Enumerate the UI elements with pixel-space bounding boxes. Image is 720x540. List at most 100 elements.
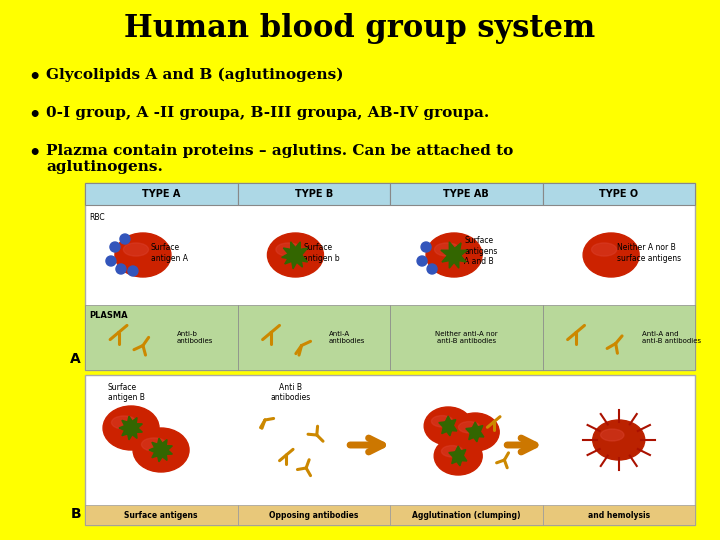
Text: Plazma contain proteins – aglutins. Can be attached to
aglutinogens.: Plazma contain proteins – aglutins. Can … xyxy=(46,144,513,174)
Polygon shape xyxy=(445,420,456,430)
Polygon shape xyxy=(456,451,467,461)
Polygon shape xyxy=(127,417,137,430)
Polygon shape xyxy=(452,250,467,260)
Bar xyxy=(390,505,542,525)
Polygon shape xyxy=(449,242,459,256)
Polygon shape xyxy=(441,250,456,260)
Polygon shape xyxy=(156,438,166,451)
Ellipse shape xyxy=(115,233,171,277)
Polygon shape xyxy=(442,251,456,262)
Bar xyxy=(85,305,238,370)
Ellipse shape xyxy=(583,233,639,277)
Text: Glycolipids A and B (aglutinogens): Glycolipids A and B (aglutinogens) xyxy=(46,68,343,83)
Ellipse shape xyxy=(141,438,166,451)
Polygon shape xyxy=(159,446,172,455)
Text: •: • xyxy=(28,68,40,87)
Polygon shape xyxy=(444,416,453,426)
Polygon shape xyxy=(438,421,450,431)
Text: Anti-b
antibodies: Anti-b antibodies xyxy=(176,331,213,344)
Text: TYPE AB: TYPE AB xyxy=(444,189,489,199)
Polygon shape xyxy=(282,250,297,260)
Text: B: B xyxy=(71,507,81,521)
Circle shape xyxy=(110,242,120,252)
Bar xyxy=(238,505,390,525)
Text: A: A xyxy=(71,352,81,366)
Text: Neither A nor B
surface antigens: Neither A nor B surface antigens xyxy=(617,244,681,262)
Circle shape xyxy=(128,266,138,276)
Bar xyxy=(85,183,238,205)
Polygon shape xyxy=(446,422,457,431)
Bar xyxy=(542,183,695,205)
Text: Surface
antigens
A and B: Surface antigens A and B xyxy=(464,236,498,266)
Polygon shape xyxy=(293,248,307,259)
Polygon shape xyxy=(293,251,307,262)
Polygon shape xyxy=(455,450,466,460)
Text: Anti-A and
anti-B antibodies: Anti-A and anti-B antibodies xyxy=(642,331,701,344)
Polygon shape xyxy=(149,445,161,455)
Polygon shape xyxy=(152,442,164,454)
Polygon shape xyxy=(466,427,477,437)
Ellipse shape xyxy=(426,233,482,277)
Text: TYPE A: TYPE A xyxy=(142,189,181,199)
Text: Anti-A
antibodies: Anti-A antibodies xyxy=(329,331,365,344)
Circle shape xyxy=(120,234,130,244)
Ellipse shape xyxy=(276,243,301,256)
Bar xyxy=(238,305,390,370)
Ellipse shape xyxy=(103,406,159,450)
Ellipse shape xyxy=(600,429,624,441)
Ellipse shape xyxy=(112,416,137,429)
Polygon shape xyxy=(126,416,136,429)
Polygon shape xyxy=(152,446,164,458)
Ellipse shape xyxy=(267,233,323,277)
Bar xyxy=(85,375,695,525)
Bar xyxy=(390,183,542,205)
Text: Human blood group system: Human blood group system xyxy=(125,12,595,44)
Ellipse shape xyxy=(133,428,189,472)
Polygon shape xyxy=(122,420,134,432)
Polygon shape xyxy=(130,423,143,433)
Bar xyxy=(390,305,542,370)
Polygon shape xyxy=(291,242,300,256)
Polygon shape xyxy=(442,423,452,434)
Polygon shape xyxy=(473,428,484,437)
Ellipse shape xyxy=(434,437,482,475)
Text: Anti B
antibodies: Anti B antibodies xyxy=(271,383,311,402)
Bar xyxy=(85,505,238,525)
Ellipse shape xyxy=(123,243,148,256)
Polygon shape xyxy=(470,422,480,432)
Polygon shape xyxy=(454,455,463,466)
Polygon shape xyxy=(284,251,299,264)
Polygon shape xyxy=(450,243,461,258)
Text: and hemolysis: and hemolysis xyxy=(588,510,650,519)
Polygon shape xyxy=(453,446,463,456)
Polygon shape xyxy=(451,453,462,464)
Polygon shape xyxy=(127,426,137,438)
Polygon shape xyxy=(291,254,300,269)
Ellipse shape xyxy=(593,420,644,460)
Text: Surface antigens: Surface antigens xyxy=(125,510,198,519)
Text: PLASMA: PLASMA xyxy=(89,311,127,320)
Polygon shape xyxy=(122,424,134,436)
Polygon shape xyxy=(469,429,479,440)
Polygon shape xyxy=(449,451,460,461)
Bar xyxy=(542,505,695,525)
Text: •: • xyxy=(28,106,40,125)
Polygon shape xyxy=(291,242,300,256)
Bar xyxy=(542,305,695,370)
Text: •: • xyxy=(28,144,40,163)
Polygon shape xyxy=(451,251,466,262)
Text: Surface
antigen b: Surface antigen b xyxy=(303,244,340,262)
Text: Surface
antigen A: Surface antigen A xyxy=(151,244,188,262)
Polygon shape xyxy=(159,446,172,455)
Polygon shape xyxy=(130,423,143,433)
Polygon shape xyxy=(472,426,483,436)
Ellipse shape xyxy=(431,416,453,427)
Circle shape xyxy=(421,242,431,252)
Circle shape xyxy=(427,264,437,274)
Text: Opposing antibodies: Opposing antibodies xyxy=(269,510,359,519)
Polygon shape xyxy=(291,253,302,267)
Text: Neither anti-A nor
anti-B antibodies: Neither anti-A nor anti-B antibodies xyxy=(435,331,498,344)
Text: TYPE O: TYPE O xyxy=(599,189,639,199)
Bar xyxy=(238,183,390,205)
Polygon shape xyxy=(470,431,480,442)
